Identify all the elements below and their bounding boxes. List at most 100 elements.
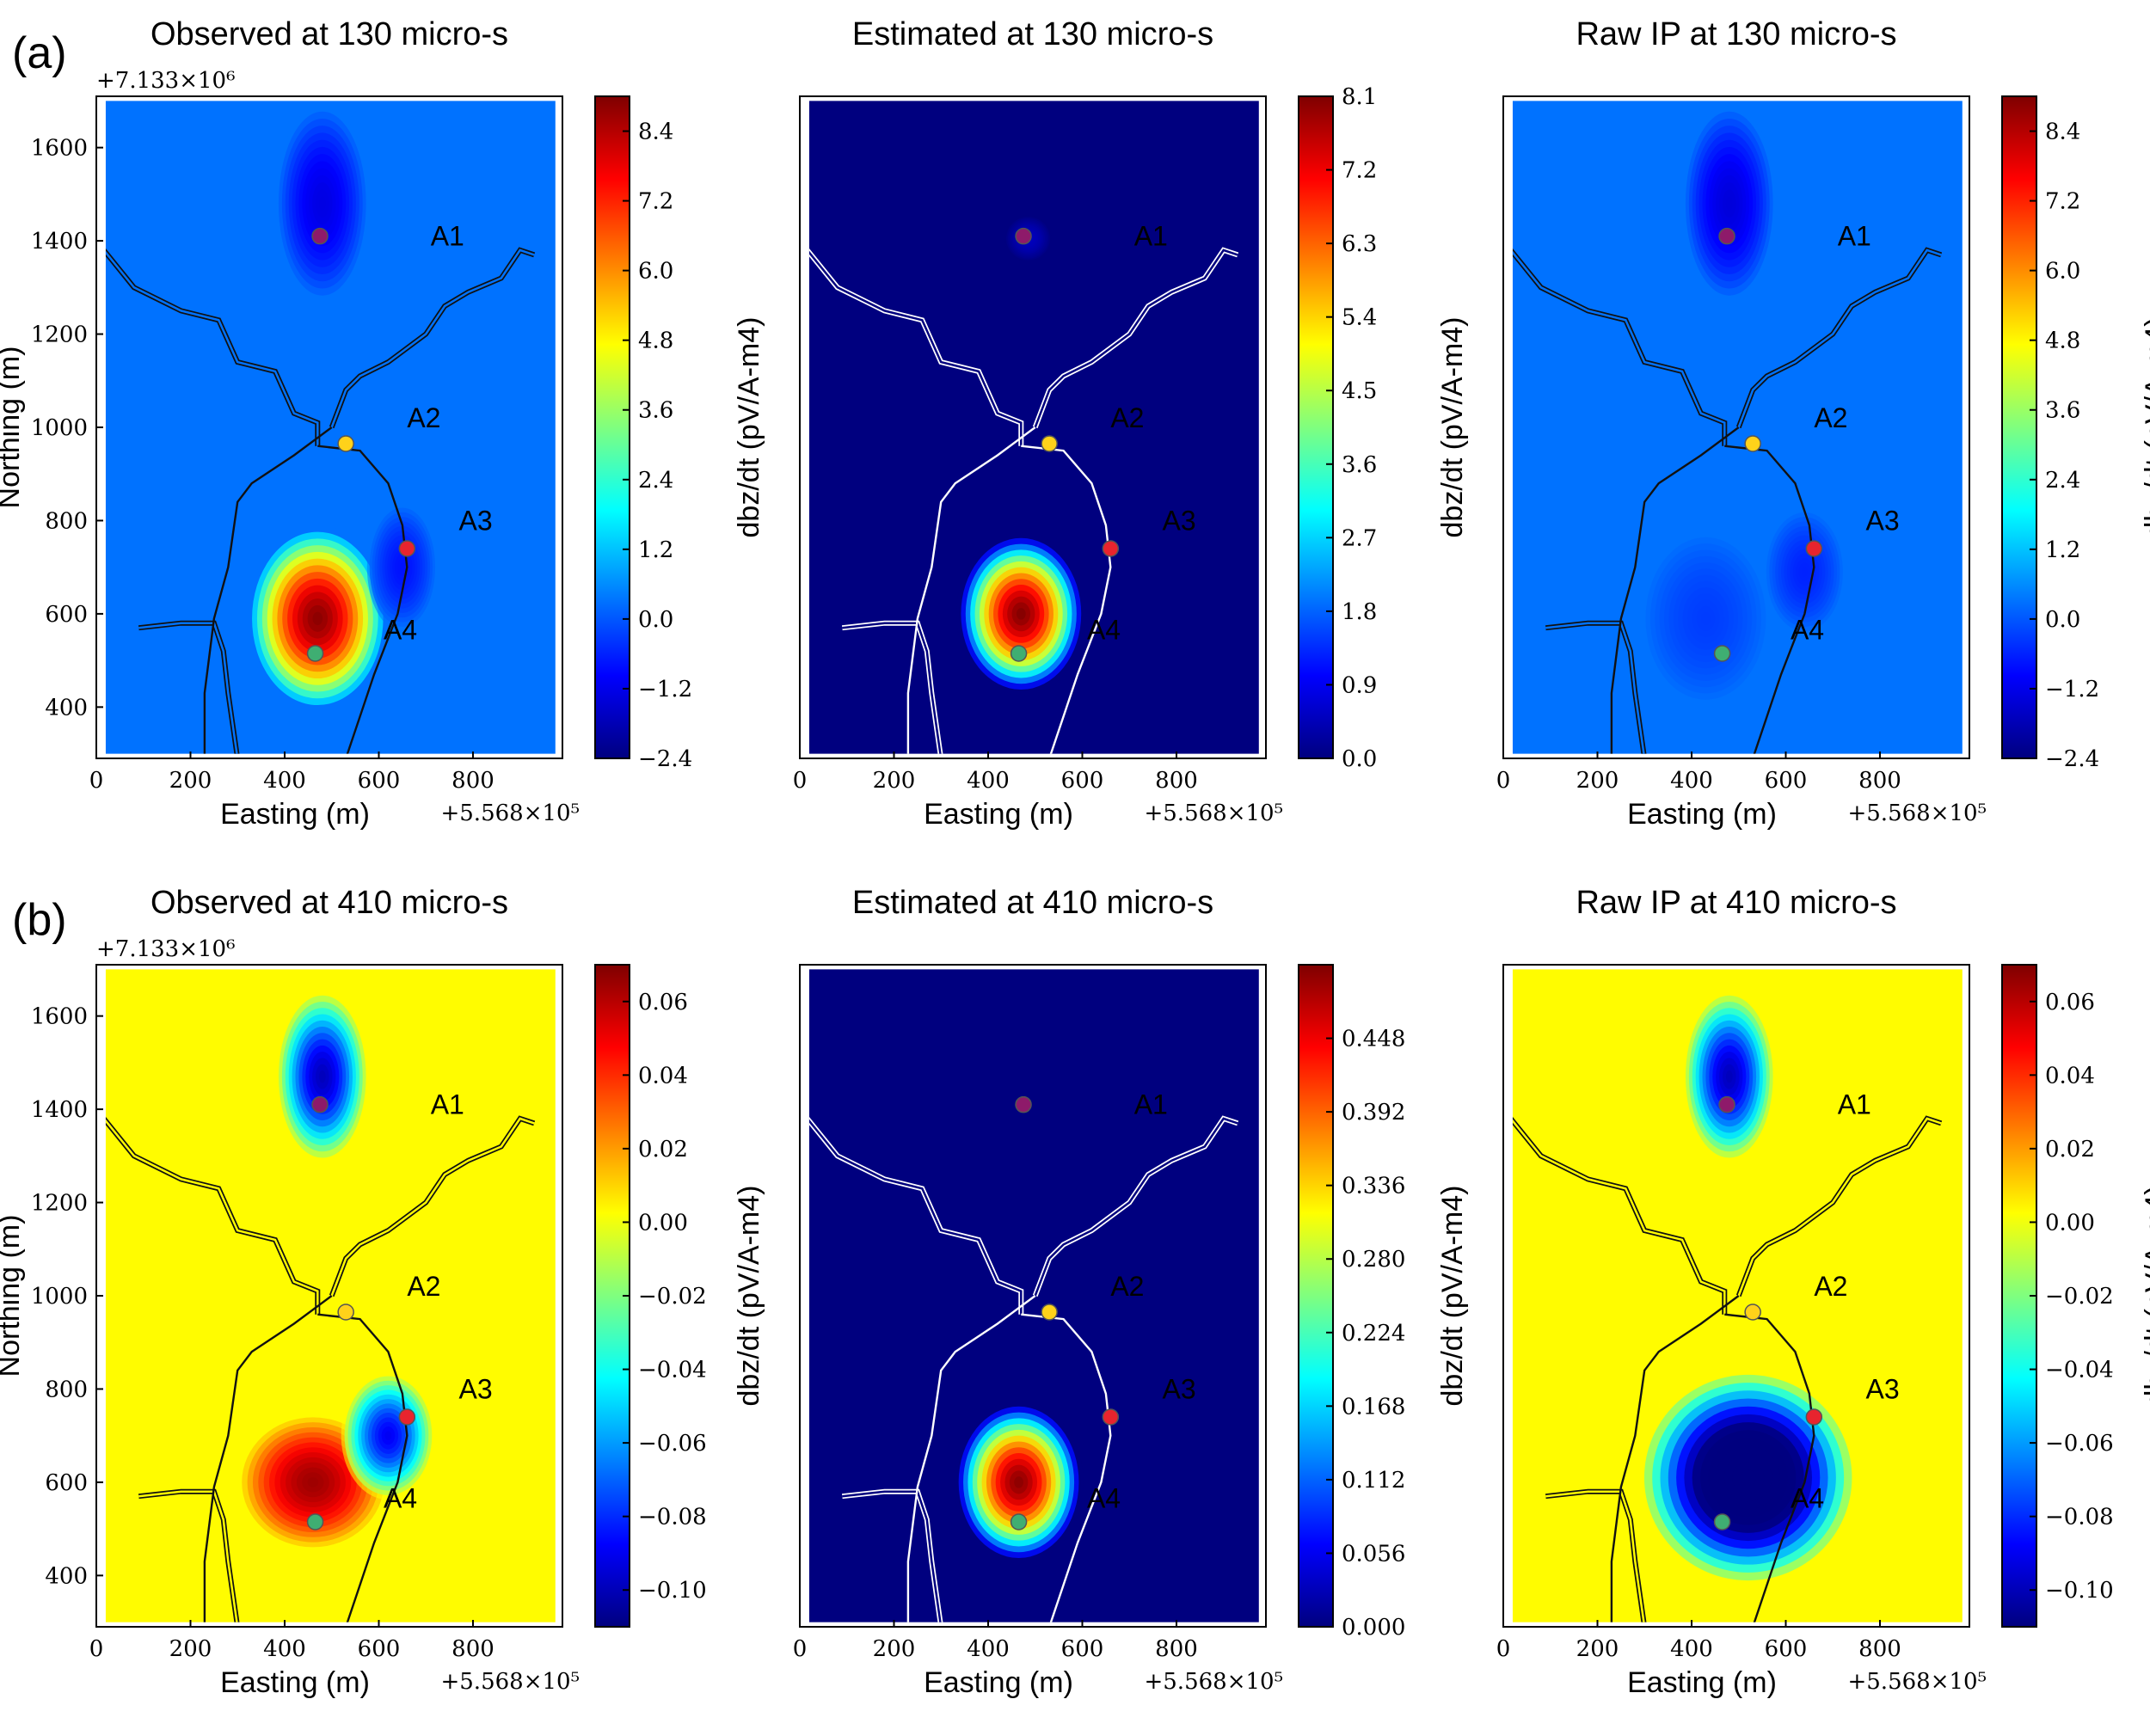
station-a4-marker bbox=[1713, 1513, 1731, 1531]
x-tick-label: 0 bbox=[1496, 768, 1511, 794]
colorbar-tick-label: −0.02 bbox=[638, 1284, 707, 1310]
station-label-a2: A2 bbox=[407, 1271, 440, 1302]
plot-frame bbox=[1502, 964, 1970, 1628]
contour-line-contour_east bbox=[317, 1313, 408, 1623]
station-a2-marker bbox=[1041, 435, 1058, 452]
colorbar-tick-label: −0.08 bbox=[638, 1505, 707, 1531]
contour-line-contour_east bbox=[1021, 445, 1112, 754]
colorbar-tick-label: 6.0 bbox=[2045, 259, 2080, 285]
station-a3-marker bbox=[1805, 540, 1823, 557]
station-a1-marker bbox=[311, 227, 329, 245]
x-tick-label: 200 bbox=[873, 1636, 916, 1662]
station-a3-marker bbox=[1102, 1408, 1120, 1426]
plot-frame bbox=[1502, 95, 1970, 759]
colorbar-tick-label: 0.0 bbox=[1342, 746, 1377, 772]
station-a1-marker bbox=[1015, 227, 1032, 245]
field-layer bbox=[808, 969, 1259, 1623]
colorbar-tick-label: −2.4 bbox=[638, 746, 692, 772]
x-tick-label: 200 bbox=[169, 1636, 212, 1662]
anomaly-1-level bbox=[318, 196, 326, 211]
colorbar-tick-label: 1.8 bbox=[1342, 599, 1377, 625]
colorbar-tick-label: −0.02 bbox=[2045, 1284, 2114, 1310]
anomaly-1-level bbox=[1014, 1476, 1023, 1488]
colorbar-tick-label: 4.8 bbox=[638, 328, 673, 354]
y-tick-label: 1600 bbox=[31, 136, 88, 162]
road-inner-road_north bbox=[1737, 1117, 1942, 1297]
y-offset-label: +7.133×10⁶ bbox=[96, 68, 236, 94]
colorbar-tick-label: 0.06 bbox=[2045, 990, 2095, 1015]
anomaly-1-level bbox=[1725, 1070, 1733, 1083]
colorbar-tick-label: 7.2 bbox=[2045, 189, 2080, 215]
colorbar-tick-label: 2.4 bbox=[2045, 468, 2080, 494]
colorbar-tick-label: 7.2 bbox=[638, 189, 673, 215]
station-a4-marker bbox=[1713, 645, 1731, 662]
y-tick-label: 1000 bbox=[31, 1284, 88, 1310]
colorbar-tick-label: 0.02 bbox=[638, 1137, 688, 1162]
panel-6: A1 A2 A3 A4 Raw IP at 410 micro-s 0 200 400 600 8… bbox=[1496, 885, 2150, 1699]
panel-title: Estimated at 410 micro-s bbox=[852, 885, 1213, 921]
colorbar-label: dbz/dt (pV/A-m4) bbox=[1436, 317, 1469, 538]
station-label-a1: A1 bbox=[1134, 1089, 1168, 1120]
y-tick-label: 1200 bbox=[31, 1191, 88, 1217]
x-tick-label: 600 bbox=[358, 768, 401, 794]
x-axis-title: Easting (m) bbox=[924, 1666, 1073, 1699]
station-a1-marker bbox=[1015, 1095, 1032, 1113]
x-axis-title: Easting (m) bbox=[1627, 798, 1777, 831]
colorbar-label: dbz/dt (pV/A-m4) bbox=[2140, 1186, 2150, 1407]
y-tick-label: 1200 bbox=[31, 322, 88, 348]
colorbar-tick-label: 0.392 bbox=[1342, 1100, 1405, 1126]
x-tick-label: 800 bbox=[452, 1636, 494, 1662]
station-a2-marker bbox=[337, 435, 354, 452]
x-tick-label: 800 bbox=[1155, 768, 1198, 794]
anomaly-1-level bbox=[1016, 608, 1026, 620]
station-a2-marker bbox=[1041, 1304, 1058, 1321]
x-axis-title: Easting (m) bbox=[924, 798, 1073, 831]
colorbar bbox=[594, 95, 630, 759]
colorbar-tick-label: 1.2 bbox=[2045, 537, 2080, 563]
station-a3-marker bbox=[1102, 540, 1120, 557]
station-a2-marker bbox=[1744, 1304, 1761, 1321]
station-label-a3: A3 bbox=[459, 1373, 493, 1404]
colorbar-label: dbz/dt (pV/A-m4) bbox=[2140, 317, 2150, 538]
road-inner-road_southwest bbox=[842, 1490, 942, 1623]
x-tick-label: 400 bbox=[967, 1636, 1010, 1662]
road-inner-road_southwest bbox=[138, 622, 238, 754]
station-a1-marker bbox=[311, 1095, 329, 1113]
y-offset-label: +7.133×10⁶ bbox=[96, 936, 236, 962]
x-tick-label: 0 bbox=[89, 1636, 104, 1662]
contour-line-contour_east bbox=[317, 445, 408, 754]
colorbar-tick-label: 1.2 bbox=[638, 537, 673, 563]
station-a4-marker bbox=[306, 1513, 324, 1531]
colorbar-tick-label: 0.336 bbox=[1342, 1174, 1405, 1199]
x-tick-label: 0 bbox=[1496, 1636, 1511, 1662]
panel-title: Raw IP at 410 micro-s bbox=[1576, 885, 1896, 921]
row-label-a: (a) bbox=[12, 28, 67, 78]
x-tick-label: 600 bbox=[1061, 1636, 1104, 1662]
panel-title: Observed at 130 micro-s bbox=[150, 16, 508, 52]
contour-line-contour_east bbox=[1724, 1313, 1815, 1623]
road-inner-road_west bbox=[808, 1119, 1023, 1315]
x-tick-label: 200 bbox=[169, 768, 212, 794]
station-a1-marker bbox=[1718, 227, 1735, 245]
x-tick-label: 600 bbox=[358, 1636, 401, 1662]
anomaly-3-level bbox=[1801, 567, 1808, 577]
x-tick-label: 400 bbox=[263, 768, 306, 794]
station-label-a2: A2 bbox=[1814, 402, 1847, 433]
y-tick-label: 400 bbox=[45, 695, 88, 721]
road-inner-road_west bbox=[808, 250, 1023, 446]
colorbar-tick-label: −0.10 bbox=[2045, 1578, 2114, 1604]
anomaly-2-level bbox=[1740, 1469, 1756, 1486]
colorbar bbox=[1298, 95, 1334, 759]
x-tick-label: 400 bbox=[1670, 768, 1713, 794]
x-offset-label: +5.568×10⁵ bbox=[440, 1669, 580, 1695]
x-tick-label: 0 bbox=[89, 768, 104, 794]
x-tick-label: 400 bbox=[1670, 1636, 1713, 1662]
colorbar-tick-label: 7.2 bbox=[1342, 158, 1377, 184]
field-layer bbox=[105, 101, 556, 754]
station-label-a4: A4 bbox=[1087, 615, 1121, 646]
colorbar-tick-label: 0.9 bbox=[1342, 672, 1377, 698]
colorbar-tick-label: −0.06 bbox=[2045, 1431, 2114, 1457]
field-layer bbox=[1512, 101, 1963, 754]
station-label-a4: A4 bbox=[1791, 1483, 1824, 1514]
station-a2-marker bbox=[337, 1304, 354, 1321]
